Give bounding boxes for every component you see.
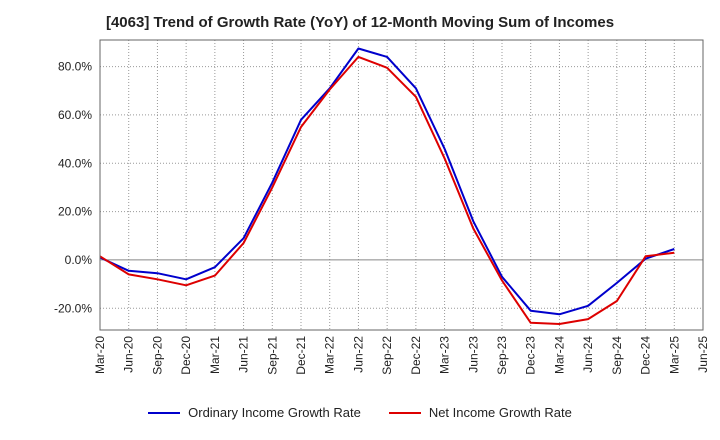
y-tick-label: -20.0% bbox=[54, 301, 92, 315]
x-tick-label: Mar-20 bbox=[93, 336, 107, 374]
legend-label-net: Net Income Growth Rate bbox=[428, 405, 572, 420]
y-tick-label: 80.0% bbox=[58, 60, 92, 74]
plot-area bbox=[100, 40, 703, 330]
y-tick-label: 60.0% bbox=[58, 108, 92, 122]
y-tick-label: 20.0% bbox=[58, 205, 92, 219]
legend-label-ordinary: Ordinary Income Growth Rate bbox=[188, 405, 361, 420]
x-tick-label: Sep-20 bbox=[150, 336, 164, 375]
x-tick-label: Dec-24 bbox=[639, 336, 653, 375]
x-tick-label: Mar-24 bbox=[552, 336, 566, 374]
x-tick-label: Dec-23 bbox=[524, 336, 538, 375]
legend-swatch-net bbox=[388, 411, 421, 414]
x-tick-label: Sep-21 bbox=[265, 336, 279, 375]
x-tick-label: Jun-21 bbox=[237, 336, 251, 373]
legend-swatch-ordinary bbox=[148, 411, 181, 414]
x-tick-label: Mar-21 bbox=[208, 336, 222, 374]
x-tick-label: Jun-20 bbox=[122, 336, 136, 373]
series-line-net-income bbox=[99, 55, 675, 325]
x-tick-label: Dec-21 bbox=[294, 336, 308, 375]
x-tick-label: Jun-24 bbox=[581, 336, 595, 373]
x-tick-label: Mar-25 bbox=[667, 336, 681, 374]
x-tick-label: Sep-22 bbox=[380, 336, 394, 375]
y-tick-label: 0.0% bbox=[65, 253, 93, 267]
series-lines bbox=[99, 47, 675, 325]
plot-border bbox=[99, 39, 704, 331]
series-line-ordinary-income bbox=[99, 47, 675, 316]
legend-item-net: Net Income Growth Rate bbox=[388, 405, 572, 420]
chart-title: [4063] Trend of Growth Rate (YoY) of 12-… bbox=[105, 14, 615, 31]
x-tick-label: Sep-24 bbox=[610, 336, 624, 375]
x-tick-label: Sep-23 bbox=[495, 336, 509, 375]
x-tick-label: Dec-22 bbox=[409, 336, 423, 375]
grid-lines bbox=[100, 40, 703, 330]
x-tick-label: Jun-25 bbox=[696, 336, 710, 373]
x-tick-label: Dec-20 bbox=[179, 336, 193, 375]
y-axis-ticks: -20.0% 0.0% 20.0% 40.0% 60.0% 80.0% bbox=[54, 60, 92, 316]
legend: Ordinary Income Growth Rate Net Income G… bbox=[0, 405, 720, 420]
legend-item-ordinary: Ordinary Income Growth Rate bbox=[148, 405, 361, 420]
x-tick-label: Jun-22 bbox=[351, 336, 365, 373]
x-tick-label: Mar-22 bbox=[323, 336, 337, 374]
x-axis-ticks: Mar-20 Jun-20 Sep-20 Dec-20 Mar-21 Jun-21 Sep-… bbox=[93, 336, 710, 375]
x-tick-label: Mar-23 bbox=[438, 336, 452, 374]
x-tick-label: Jun-23 bbox=[466, 336, 480, 373]
y-tick-label: 40.0% bbox=[58, 156, 92, 170]
